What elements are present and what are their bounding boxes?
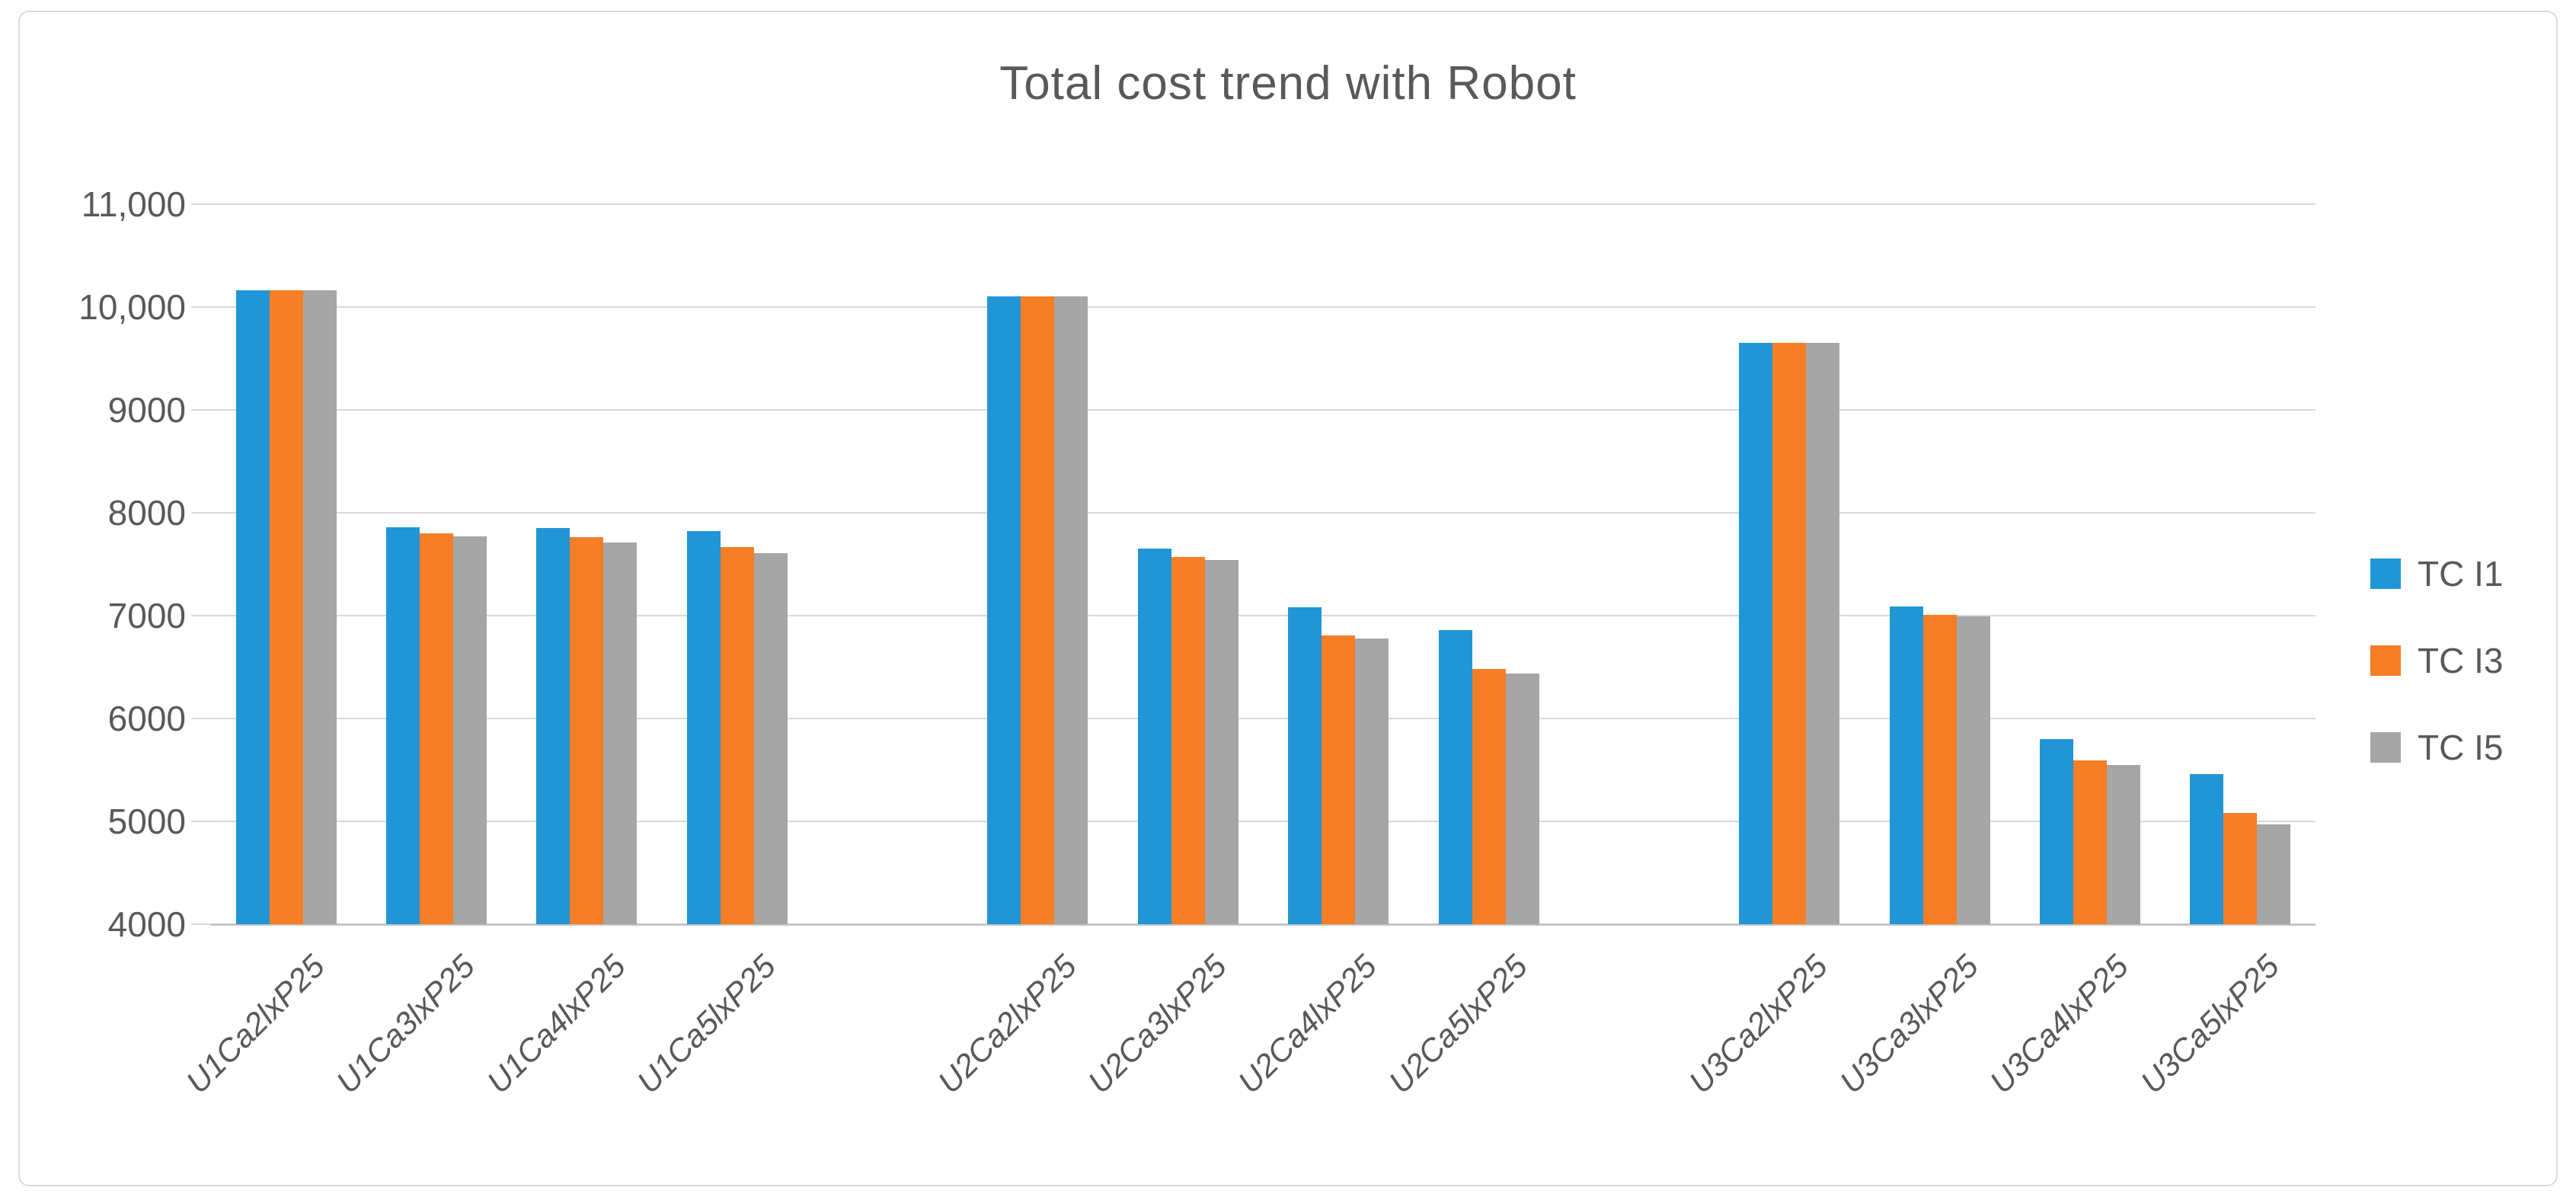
y-tick-label: 6000 [107, 699, 186, 738]
legend-swatch-icon [2370, 732, 2401, 763]
bar-tc-i5-U1Ca3lxP25 [453, 536, 487, 924]
bar-tc-i1-U3Ca3lxP25 [1890, 607, 1923, 924]
legend-item-tc-i1: TC I1 [2370, 553, 2503, 594]
y-tick-mark [191, 923, 211, 925]
legend: TC I1 TC I3 TC I5 [2370, 553, 2503, 768]
y-tick-mark [191, 718, 211, 719]
y-tick-mark [191, 615, 211, 616]
bar-tc-i5-U2Ca2lxP25 [1054, 296, 1088, 924]
y-tick-label: 8000 [107, 493, 186, 533]
bar-tc-i1-U1Ca5lxP25 [687, 531, 721, 924]
bar-tc-i3-U1Ca4lxP25 [570, 537, 603, 924]
bar-tc-i3-U3Ca3lxP25 [1923, 615, 1957, 924]
y-tick-label: 4000 [107, 904, 186, 944]
bar-tc-i1-U1Ca4lxP25 [536, 528, 570, 924]
legend-label: TC I5 [2418, 728, 2504, 767]
bar-tc-i1-U1Ca3lxP25 [386, 527, 420, 924]
gridline [211, 718, 2316, 719]
bar-tc-i5-U3Ca3lxP25 [1957, 616, 1990, 924]
y-tick-label: 5000 [107, 802, 186, 841]
bar-tc-i1-U2Ca4lxP25 [1288, 607, 1322, 924]
bar-tc-i3-U2Ca2lxP25 [1021, 296, 1054, 924]
bar-tc-i1-U3Ca2lxP25 [1739, 343, 1772, 924]
bar-tc-i5-U3Ca2lxP25 [1806, 343, 1839, 924]
bar-tc-i5-U2Ca4lxP25 [1355, 639, 1389, 924]
y-tick-mark [191, 306, 211, 308]
bar-tc-i5-U1Ca5lxP25 [754, 553, 788, 924]
x-axis-line [211, 923, 2316, 926]
gridline [211, 615, 2316, 616]
bar-tc-i3-U3Ca5lxP25 [2223, 813, 2257, 924]
legend-label: TC I1 [2418, 554, 2504, 594]
bar-tc-i5-U3Ca4lxP25 [2107, 765, 2140, 924]
bar-tc-i5-U2Ca3lxP25 [1205, 560, 1238, 924]
legend-swatch-icon [2370, 558, 2401, 589]
legend-swatch-icon [2370, 645, 2401, 676]
bar-tc-i1-U2Ca5lxP25 [1439, 630, 1472, 924]
y-tick-mark [191, 409, 211, 411]
bar-tc-i5-U1Ca4lxP25 [603, 542, 637, 924]
y-tick-label: 7000 [107, 596, 186, 635]
y-tick-mark [191, 203, 211, 205]
bar-tc-i1-U3Ca5lxP25 [2190, 774, 2223, 924]
gridline [211, 512, 2316, 514]
bar-tc-i3-U1Ca3lxP25 [420, 533, 453, 924]
plot-area [211, 203, 2316, 926]
bar-tc-i3-U3Ca2lxP25 [1772, 343, 1806, 924]
bar-tc-i1-U1Ca2lxP25 [236, 290, 270, 924]
y-tick-label: 9000 [107, 390, 186, 430]
bar-tc-i1-U3Ca4lxP25 [2040, 739, 2073, 924]
bar-tc-i3-U3Ca4lxP25 [2073, 760, 2107, 924]
bar-tc-i5-U1Ca2lxP25 [303, 290, 337, 924]
bar-tc-i5-U2Ca5lxP25 [1506, 674, 1539, 924]
bar-tc-i3-U2Ca4lxP25 [1322, 635, 1355, 924]
legend-item-tc-i3: TC I3 [2370, 640, 2503, 681]
legend-item-tc-i5: TC I5 [2370, 727, 2503, 768]
bar-tc-i3-U2Ca3lxP25 [1171, 557, 1205, 924]
y-tick-label: 11,000 [81, 184, 186, 224]
legend-label: TC I3 [2418, 641, 2504, 680]
bar-tc-i5-U3Ca5lxP25 [2257, 824, 2290, 924]
chart-title: Total cost trend with Robot [999, 57, 1577, 110]
bar-tc-i1-U2Ca3lxP25 [1138, 549, 1171, 924]
gridline [211, 203, 2316, 205]
bar-tc-i3-U1Ca2lxP25 [270, 290, 303, 924]
bar-tc-i3-U1Ca5lxP25 [721, 547, 754, 924]
gridline [211, 821, 2316, 822]
gridline [211, 306, 2316, 308]
y-tick-mark [191, 512, 211, 514]
bar-tc-i3-U2Ca5lxP25 [1472, 669, 1506, 924]
y-tick-mark [191, 821, 211, 822]
bar-tc-i1-U2Ca2lxP25 [987, 296, 1021, 924]
gridline [211, 409, 2316, 411]
y-tick-label: 10,000 [78, 287, 186, 327]
